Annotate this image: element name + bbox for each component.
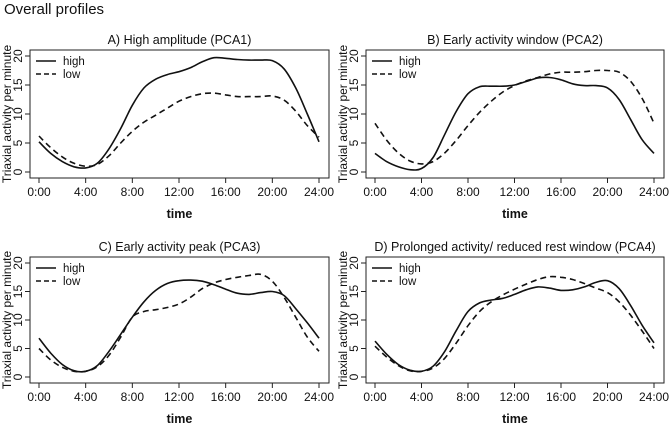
legend-label-high: high — [399, 263, 421, 275]
x-tick-label: 8:00 — [456, 390, 480, 404]
chart-title: C) Early activity peak (PCA3) — [99, 240, 261, 254]
x-tick-label: 20:00 — [592, 390, 622, 404]
y-tick-label: 15 — [347, 78, 361, 92]
chart-title: A) High amplitude (PCA1) — [108, 33, 252, 47]
chart-panel-c: C) Early activity peak (PCA3) 0 5 10 15 20 0:0… — [0, 240, 334, 426]
x-axis-label: time — [167, 412, 193, 426]
figure-title: Overall profiles — [4, 1, 105, 18]
y-tick-label: 20 — [11, 49, 25, 63]
y-tick-label: 5 — [347, 139, 361, 146]
series-line-high — [38, 279, 320, 373]
x-axis-label: time — [502, 207, 528, 221]
y-tick-label: 20 — [347, 49, 361, 63]
y-tick-label: 0 — [347, 168, 361, 175]
y-tick-label: 0 — [347, 373, 361, 380]
x-tick-label: 0:00 — [27, 390, 51, 404]
y-tick-label: 15 — [11, 285, 25, 299]
y-tick-label: 15 — [11, 78, 25, 92]
x-axis-label: time — [502, 412, 528, 426]
x-tick-label: 16:00 — [546, 185, 576, 199]
y-tick-label: 10 — [347, 107, 361, 121]
legend-label-low: low — [63, 69, 81, 81]
x-tick-label: 12:00 — [499, 390, 529, 404]
x-tick-label: 8:00 — [456, 185, 480, 199]
x-tick-label: 8:00 — [121, 390, 145, 404]
legend-label-low: low — [399, 69, 417, 81]
x-tick-label: 20:00 — [592, 185, 622, 199]
y-tick-label: 15 — [347, 285, 361, 299]
legend-label-low: low — [399, 276, 417, 288]
x-tick-label: 0:00 — [27, 185, 51, 199]
y-tick-label: 10 — [11, 107, 25, 121]
x-tick-label: 12:00 — [164, 390, 194, 404]
series-line-low — [374, 275, 655, 373]
chart-panel-b: B) Early activity window (PCA2) 0 5 10 15 20 0… — [336, 33, 669, 221]
x-tick-label: 24:00 — [639, 390, 669, 404]
x-tick-label: 16:00 — [546, 390, 576, 404]
x-tick-label: 4:00 — [74, 185, 98, 199]
x-tick-label: 24:00 — [304, 390, 334, 404]
series-line-low — [374, 69, 655, 165]
y-tick-label: 20 — [11, 256, 25, 270]
x-tick-label: 24:00 — [304, 185, 334, 199]
series-line-low — [38, 273, 320, 373]
series-line-high — [374, 279, 655, 373]
legend-label-high: high — [63, 263, 85, 275]
y-tick-label: 5 — [347, 345, 361, 352]
y-tick-label: 10 — [347, 313, 361, 327]
legend-label-low: low — [63, 276, 81, 288]
x-tick-label: 8:00 — [121, 185, 145, 199]
x-tick-label: 24:00 — [639, 185, 669, 199]
y-axis-label: Triaxial activity per minute — [0, 45, 14, 184]
x-tick-label: 16:00 — [211, 185, 241, 199]
series-line-low — [38, 92, 320, 168]
y-tick-label: 0 — [11, 373, 25, 380]
x-tick-label: 0:00 — [363, 185, 387, 199]
y-tick-label: 10 — [11, 313, 25, 327]
y-axis-label: Triaxial activity per minute — [336, 251, 350, 390]
y-tick-label: 0 — [11, 168, 25, 175]
x-tick-label: 0:00 — [363, 390, 387, 404]
y-tick-label: 5 — [11, 139, 25, 146]
x-tick-label: 20:00 — [257, 185, 287, 199]
y-axis-label: Triaxial activity per minute — [336, 45, 350, 184]
chart-title: D) Prolonged activity/ reduced rest wind… — [374, 240, 655, 254]
x-tick-label: 20:00 — [257, 390, 287, 404]
series-line-high — [38, 56, 320, 169]
y-axis-label: Triaxial activity per minute — [0, 251, 14, 390]
y-tick-label: 20 — [347, 256, 361, 270]
legend-label-high: high — [63, 56, 85, 68]
x-tick-label: 4:00 — [74, 390, 98, 404]
chart-panel-d: D) Prolonged activity/ reduced rest wind… — [336, 240, 669, 426]
x-tick-label: 4:00 — [410, 390, 434, 404]
x-tick-label: 16:00 — [211, 390, 241, 404]
x-tick-label: 12:00 — [164, 185, 194, 199]
x-axis-label: time — [167, 207, 193, 221]
y-tick-label: 5 — [11, 345, 25, 352]
chart-panel-a: A) High amplitude (PCA1) 0 5 10 15 20 0:00 4:00… — [0, 33, 334, 221]
x-tick-label: 4:00 — [410, 185, 434, 199]
chart-title: B) Early activity window (PCA2) — [427, 33, 603, 47]
x-tick-label: 12:00 — [499, 185, 529, 199]
series-line-high — [374, 76, 655, 171]
legend-label-high: high — [399, 56, 421, 68]
